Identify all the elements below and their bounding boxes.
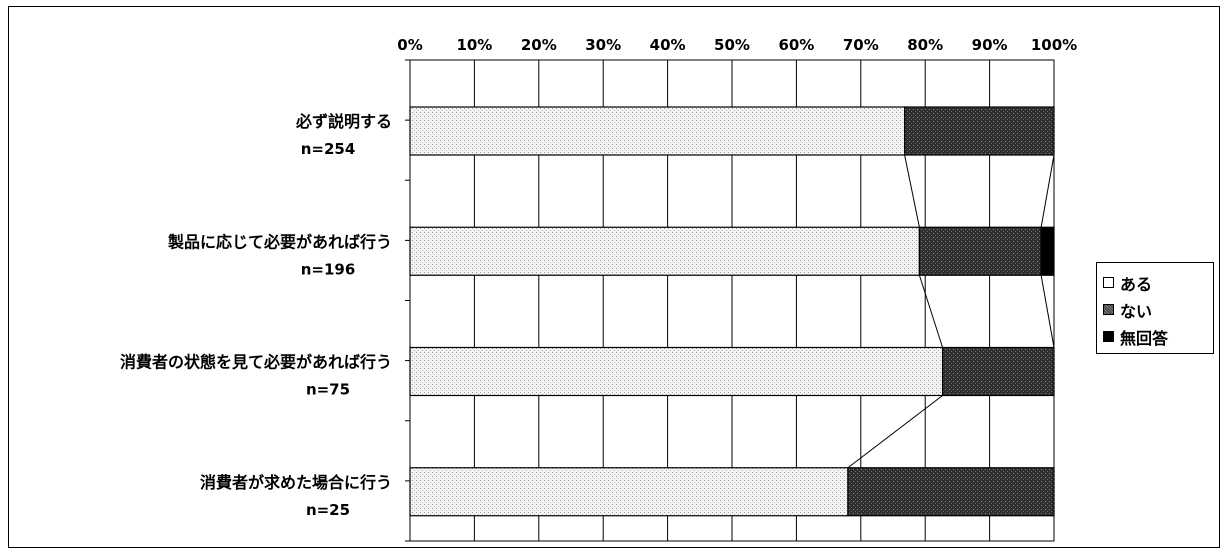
sample-size-label: n=25 [306, 501, 350, 519]
legend-swatch-nai [1103, 304, 1114, 315]
x-axis-ticks: 0% 10% 20% 30% 40% 50% 60% 70% 80% 90% 100% [397, 36, 1077, 54]
legend-item-nai: ない [1103, 296, 1213, 323]
series-line [1040, 275, 1055, 348]
series-lines [847, 154, 1055, 469]
x-tick-label: 10% [456, 36, 492, 54]
category-label: 消費者が求めた場合に行う [200, 473, 392, 492]
x-tick-label: 100% [1031, 36, 1077, 54]
legend: ある ない 無回答 [1096, 262, 1214, 354]
legend-item-mukaito: 無回答 [1103, 323, 1213, 350]
sample-size-label: n=254 [301, 140, 356, 158]
bar-nai [918, 226, 1042, 276]
category-label: 必ず説明する [295, 112, 392, 131]
series-line [847, 395, 943, 469]
category-label: 製品に応じて必要があれば行う [167, 232, 392, 251]
x-tick-label: 0% [397, 36, 422, 54]
bar-mukaito [1040, 226, 1055, 276]
bar-aru [409, 346, 944, 397]
bar-aru [409, 226, 921, 276]
series-line [918, 275, 944, 348]
bar-nai [941, 346, 1055, 397]
category-labels: 必ず説明する n=254 製品に応じて必要があれば行う n=196 消費者の状態を見て必… [120, 112, 392, 519]
legend-item-aru: ある [1103, 269, 1213, 296]
x-tick-label: 30% [585, 36, 621, 54]
legend-swatch-aru [1103, 277, 1114, 288]
category-label: 消費者の状態を見て必要があれば行う [120, 353, 392, 372]
x-tick-label: 80% [907, 36, 943, 54]
x-tick-label: 50% [714, 36, 750, 54]
sample-size-label: n=196 [301, 260, 356, 278]
x-tick-label: 60% [778, 36, 814, 54]
legend-swatch-mukaito [1103, 331, 1114, 342]
series-line [1040, 154, 1055, 228]
bars [409, 106, 1055, 517]
bar-nai [847, 467, 1055, 517]
sample-size-label: n=75 [306, 381, 350, 399]
series-line [904, 154, 920, 228]
bar-aru [409, 467, 849, 517]
bar-nai [903, 106, 1055, 156]
x-tick-label: 90% [972, 36, 1008, 54]
legend-label-aru: ある [1120, 274, 1153, 294]
x-tick-label: 70% [843, 36, 879, 54]
x-tick-label: 20% [521, 36, 557, 54]
legend-label-nai: ない [1120, 301, 1153, 321]
legend-label-mukaito: 無回答 [1120, 328, 1169, 348]
bar-aru [409, 106, 906, 156]
chart-frame [8, 6, 1220, 548]
x-tick-label: 40% [650, 36, 686, 54]
